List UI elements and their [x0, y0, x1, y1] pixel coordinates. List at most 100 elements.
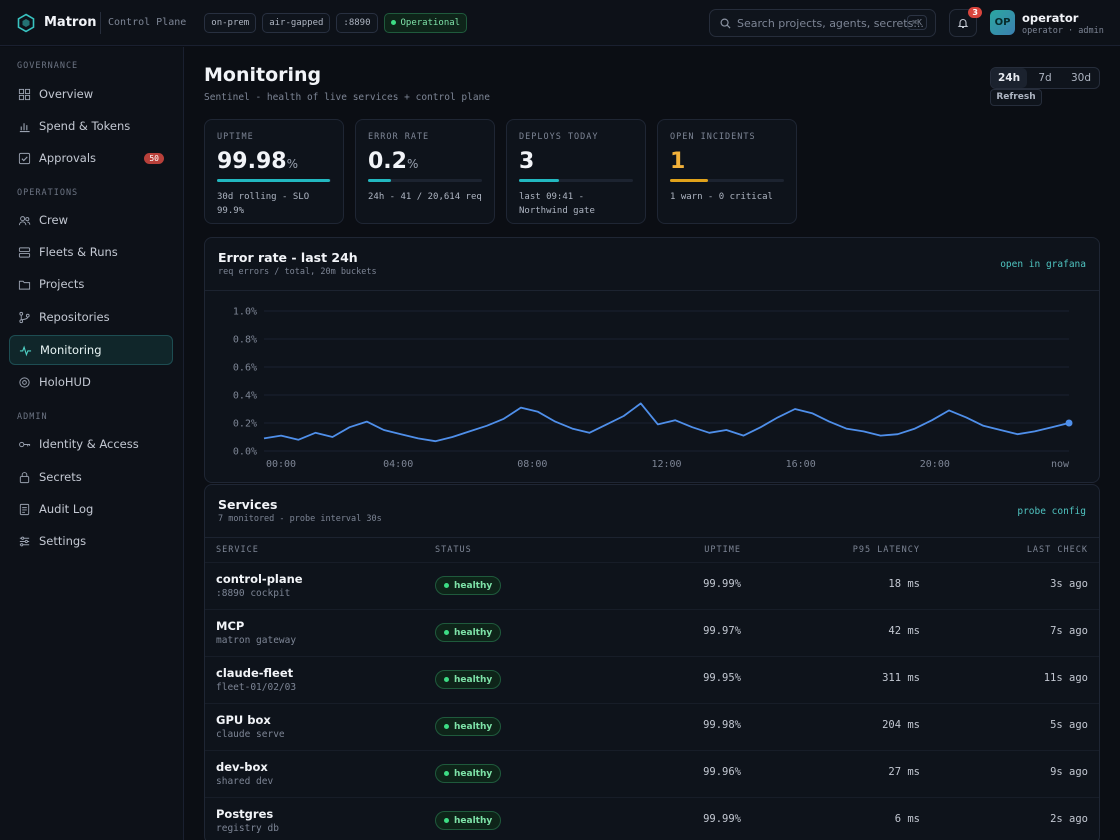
sidebar-item-identity[interactable]: Identity & Access	[9, 429, 173, 459]
sidebar-item-audit-log[interactable]: Audit Log	[9, 494, 173, 524]
sidebar-item-label: Monitoring	[40, 343, 102, 357]
last-check-cell: 11s ago	[1043, 672, 1088, 684]
sidebar-item-monitoring[interactable]: Monitoring	[9, 335, 173, 365]
search-input[interactable]: Search projects, agents, secrets... ⌘K	[709, 9, 936, 37]
table-row[interactable]: dev-box shared dev healthy 99.96% 27 ms 9s ag…	[205, 750, 1099, 797]
uptime-cell: 99.99%	[703, 578, 741, 590]
probe-config-link[interactable]: probe config	[1017, 506, 1086, 517]
kpi-number: 1	[670, 149, 686, 174]
sidebar: GOVERNANCE Overview Spend & Tokens Appro…	[0, 47, 184, 840]
kpi-label: OPEN INCIDENTS	[670, 132, 756, 142]
hexagon-logo-icon	[17, 13, 35, 32]
user-menu[interactable]: operator operator · admin	[1022, 11, 1104, 36]
page-title: Monitoring	[204, 64, 322, 86]
range-24h-button[interactable]: 24h	[991, 68, 1027, 88]
service-desc: registry db	[216, 823, 279, 834]
uptime-cell: 99.98%	[703, 719, 741, 731]
kpi-number: 3	[519, 149, 535, 174]
brand[interactable]: Matron	[0, 13, 100, 33]
check-square-icon	[18, 152, 31, 164]
kpi-footnote: 1 warn - 0 critical	[670, 192, 773, 202]
sidebar-item-label: Identity & Access	[39, 437, 139, 451]
user-role: operator · admin	[1022, 26, 1104, 36]
sidebar-item-fleets[interactable]: Fleets & Runs	[9, 237, 173, 267]
time-range-selector: 24h 7d 30d	[990, 67, 1100, 89]
status-dot	[444, 771, 449, 776]
uptime-cell: 99.97%	[703, 625, 741, 637]
column-header-last-check[interactable]: LAST CHECK	[1026, 545, 1088, 555]
status-text: healthy	[454, 674, 493, 685]
kpi-footnote: 30d rolling - SLO 99.9%	[217, 192, 310, 216]
sidebar-item-secrets[interactable]: Secrets	[9, 462, 173, 492]
sidebar-item-holohud[interactable]: HoloHUD	[9, 367, 173, 397]
status-dot	[444, 818, 449, 823]
open-in-grafana-link[interactable]: open in grafana	[1000, 259, 1086, 270]
table-row[interactable]: control-plane:8890 cockpit healthy 99.99% 1…	[205, 562, 1099, 609]
notification-count: 3	[968, 7, 982, 18]
table-row[interactable]: Postgres registry db healthy 99.99% 6 ms 2s a…	[205, 797, 1099, 840]
sidebar-item-overview[interactable]: Overview	[9, 79, 173, 109]
server-icon	[18, 246, 31, 258]
y-tick-label: 0.6%	[233, 363, 257, 374]
status-text: healthy	[454, 721, 493, 732]
status-badge: healthy	[435, 670, 502, 689]
sidebar-item-label: Projects	[39, 277, 85, 291]
kpi-bar-fill	[217, 179, 330, 182]
sidebar-section-governance: GOVERNANCE	[17, 61, 79, 71]
x-tick-label: 16:00	[786, 459, 816, 470]
status-badge: healthy	[435, 576, 502, 595]
column-header-uptime[interactable]: UPTIME	[704, 545, 741, 555]
sidebar-item-label: Approvals	[39, 151, 97, 165]
range-30d-button[interactable]: 30d	[1070, 72, 1092, 84]
latency-cell: 27 ms	[888, 766, 920, 778]
sidebar-item-spend[interactable]: Spend & Tokens	[9, 111, 173, 141]
status-dot	[444, 630, 449, 635]
panel-subtitle: req errors / total, 20m buckets	[218, 267, 377, 277]
kpi-bar-fill	[670, 179, 708, 182]
latency-cell: 18 ms	[888, 578, 920, 590]
table-row[interactable]: claude-fleet fleet-01/02/03 healthy 99.95% 3…	[205, 656, 1099, 703]
search-placeholder: Search projects, agents, secrets...	[737, 16, 924, 30]
section-label: Control Plane	[108, 17, 187, 28]
kpi-label: ERROR RATE	[368, 132, 430, 142]
last-check-cell: 7s ago	[1050, 625, 1088, 637]
kpi-bar	[217, 179, 331, 182]
service-desc: claude serve	[216, 729, 285, 740]
uptime-cell: 99.95%	[703, 672, 741, 684]
sidebar-item-approvals[interactable]: Approvals 50	[9, 143, 173, 173]
refresh-button[interactable]: Refresh	[990, 89, 1042, 106]
user-name: operator	[1022, 11, 1079, 25]
column-header-service[interactable]: SERVICE	[216, 545, 259, 555]
sidebar-item-label: Overview	[39, 87, 94, 101]
target-icon	[19, 376, 30, 388]
search-icon	[720, 18, 731, 29]
status-text: healthy	[454, 815, 493, 826]
sidebar-item-settings[interactable]: Settings	[9, 526, 173, 556]
avatar[interactable]: OP	[990, 10, 1015, 35]
x-tick-label: 00:00	[266, 459, 296, 470]
kpi-card-deploys: DEPLOYS TODAY 3 last 09:41 - Northwind g…	[506, 119, 646, 224]
table-row[interactable]: MCP matron gateway healthy 99.97% 42 ms 7s ag…	[205, 609, 1099, 656]
sidebar-item-crew[interactable]: Crew	[9, 205, 173, 235]
kpi-value: 99.98%	[217, 149, 331, 174]
notifications-button[interactable]: 3	[949, 7, 982, 37]
panel-title: Services	[218, 497, 278, 512]
status-text: Operational	[400, 17, 461, 28]
range-7d-button[interactable]: 7d	[1038, 72, 1052, 84]
sidebar-item-repositories[interactable]: Repositories	[9, 302, 173, 332]
sidebar-item-label: HoloHUD	[39, 375, 91, 389]
kpi-bar	[670, 179, 784, 182]
service-name: MCP	[216, 619, 245, 633]
column-header-latency[interactable]: P95 LATENCY	[852, 545, 920, 555]
service-name: claude-fleet	[216, 666, 294, 680]
last-check-cell: 5s ago	[1050, 719, 1088, 731]
pulse-icon	[19, 345, 32, 356]
table-row[interactable]: GPU box claude serve healthy 99.98% 204 ms 5s…	[205, 703, 1099, 750]
column-header-status[interactable]: STATUS	[435, 545, 472, 555]
status-text: healthy	[454, 768, 493, 779]
sidebar-item-projects[interactable]: Projects	[9, 269, 173, 299]
kpi-number: 99.98	[217, 149, 287, 174]
sidebar-item-label: Fleets & Runs	[39, 245, 118, 259]
kpi-bar	[368, 179, 482, 182]
latency-cell: 311 ms	[882, 672, 920, 684]
